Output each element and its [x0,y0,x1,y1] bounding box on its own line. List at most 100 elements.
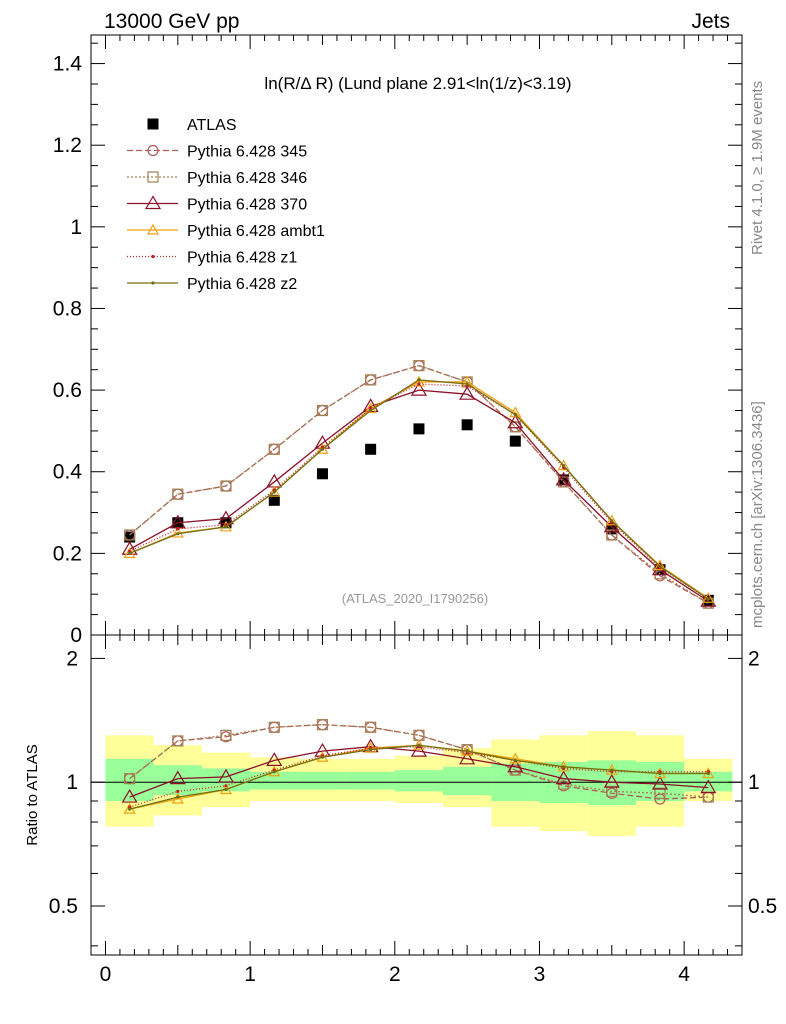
point-p346 [172,488,184,500]
series-line-p346 [129,724,709,798]
legend-label: Pythia 6.428 345 [187,144,307,161]
point-ambt1 [364,402,377,414]
point-z2 [272,490,276,494]
legend-item-ambt1: Pythia 6.428 ambt1 [127,223,325,240]
legend-marker [151,254,155,259]
y-tick-label: 0 [70,624,82,647]
point-p346 [268,721,280,733]
series-line-p345 [129,364,709,604]
point-p370 [410,742,428,757]
point-ambt1 [171,526,184,538]
point-p370 [266,752,283,766]
ratio-y-tick-label-right: 2 [748,647,760,670]
header-right: Jets [691,10,730,33]
point-p370 [555,770,572,785]
point-z1 [417,382,421,386]
point-z2 [272,770,276,774]
point-p370 [603,774,620,788]
point-z2 [320,755,325,759]
point-z2 [417,743,421,747]
point-p370 [459,385,476,400]
series-line-z2 [129,379,709,600]
point-z2 [465,382,469,386]
y-tick-label: 1.4 [53,53,83,76]
point-ambt1 [219,520,232,532]
point-z1 [224,784,228,788]
y-tick-label: 0.4 [53,461,83,484]
point-p370 [169,770,186,785]
point-z2 [369,408,373,413]
y-tick-label: 0.2 [53,542,82,565]
point-z2 [176,532,180,536]
legend-item-p346: Pythia 6.428 346 [127,170,307,187]
point-z2 [562,464,566,468]
band-inner-bin [250,771,299,790]
point-ambt1 [653,559,666,571]
ratio-y-tick-label: 2 [66,647,78,670]
x-tick-label: 2 [389,963,401,986]
series-line-p346 [129,364,709,604]
point-p346 [654,787,666,799]
legend-label: Pythia 6.428 370 [187,197,307,214]
point-p370 [217,768,235,783]
rivet-label: Rivet 4.1.0, ≥ 1.9M events [749,81,766,255]
series-line-p370 [129,389,709,602]
point-z2 [706,597,710,601]
point-ambt1 [605,514,618,526]
point-z2 [513,412,517,417]
point-p370 [459,750,476,765]
ratio-ylabel: Ratio to ATLAS [24,744,41,845]
point-data [509,435,521,447]
point-p346 [413,360,425,372]
point-z1 [176,527,180,531]
y-tick-label: 1.2 [53,134,82,157]
legend-item-z2: Pythia 6.428 z2 [127,276,297,293]
y-tick-label: 0.8 [53,297,82,320]
x-tick-label: 0 [100,963,112,986]
y-tick-label: 1 [70,216,82,239]
point-z2 [320,447,325,451]
point-ambt1 [268,485,281,497]
legend-label: Pythia 6.428 z1 [187,250,297,267]
point-p346 [606,785,618,797]
point-p346 [365,721,377,733]
ratio-y-tick-label: 0.5 [49,895,78,918]
ratio-y-tick-label-right: 0.5 [748,895,777,918]
point-z1 [176,789,180,793]
point-z2 [610,519,614,523]
point-p346 [124,773,136,785]
point-z2 [706,771,710,776]
point-p370 [555,471,572,486]
point-data [413,423,425,435]
point-z2 [610,768,614,772]
legend-marker [147,171,159,183]
point-ambt1 [412,738,425,750]
ratio-y-tick-label: 1 [66,771,78,794]
x-tick-label: 3 [534,963,546,986]
point-p370 [603,518,620,533]
point-z2 [513,758,517,762]
legend-item-z1: Pythia 6.428 z1 [127,250,297,267]
series-line-ambt1 [129,381,709,599]
legend-label: Pythia 6.428 z2 [187,276,297,293]
point-z2 [417,378,421,382]
point-p370 [121,788,138,803]
x-tick-label: 1 [244,963,256,986]
point-z2 [369,748,373,752]
point-z2 [658,771,662,776]
series-line-z1 [129,383,709,600]
ratio-y-tick-label-right: 1 [748,771,760,794]
point-ambt1 [509,406,522,418]
point-z2 [658,564,662,569]
plot-title: ln(R/Δ R) (Lund plane 2.91<ln(1/z)<3.19) [264,74,571,93]
point-z2 [176,795,180,799]
point-data [606,523,618,535]
point-data [461,419,473,431]
legend-marker [147,118,159,130]
point-p370 [651,775,669,790]
point-data [365,443,377,455]
band-inner-bin [298,771,347,790]
point-p370 [507,414,524,429]
point-data [124,531,136,543]
